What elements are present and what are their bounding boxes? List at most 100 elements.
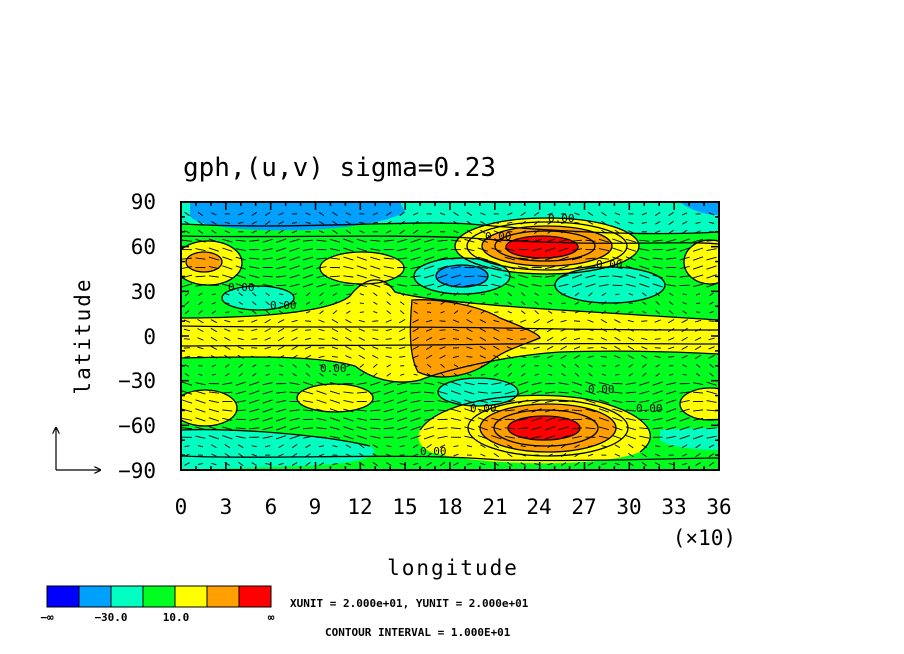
wind-vector	[370, 409, 381, 412]
wind-vector	[493, 337, 500, 341]
wind-vector	[655, 310, 661, 315]
wind-vector	[262, 417, 273, 422]
field-sw-yellow	[181, 390, 237, 426]
wind-vector	[668, 229, 674, 234]
wind-vector	[706, 409, 717, 412]
wind-vector	[304, 329, 312, 331]
wind-vector	[426, 444, 432, 449]
wind-vector	[224, 328, 231, 332]
wind-vector	[385, 328, 392, 332]
wind-vector	[197, 463, 204, 465]
wind-vector	[531, 238, 542, 243]
wind-vector	[625, 256, 636, 261]
wind-vector	[222, 417, 233, 421]
wind-vector	[573, 320, 581, 322]
wind-vector	[237, 337, 244, 341]
wind-vector	[655, 372, 660, 377]
wind-vector	[681, 327, 688, 333]
wind-vector	[249, 408, 260, 413]
wind-vector	[558, 247, 569, 252]
wind-vector	[210, 327, 218, 333]
wind-vector	[666, 275, 677, 278]
wind-vector	[410, 426, 421, 431]
wind-vector	[346, 373, 351, 376]
wind-vector	[225, 373, 230, 377]
contour-label: 0.00	[270, 299, 297, 312]
wind-vector	[262, 399, 273, 404]
wind-vector	[558, 409, 569, 412]
wind-vector	[544, 435, 556, 440]
wind-vector	[211, 373, 216, 376]
colorbar-labels: −∞ −30.0 10.0 ∞	[40, 611, 274, 624]
wind-vector	[316, 408, 327, 413]
wind-vector	[386, 445, 392, 448]
wind-vector	[668, 310, 674, 315]
wind-vector	[450, 283, 462, 288]
wind-vector	[464, 408, 475, 413]
wind-vector	[520, 328, 527, 332]
wind-vector	[682, 310, 687, 314]
wind-vector	[412, 453, 419, 457]
wind-vector	[534, 292, 539, 296]
wind-vector	[329, 426, 341, 431]
wind-vector	[302, 400, 314, 403]
wind-vector	[305, 212, 311, 216]
wind-vector	[493, 230, 499, 234]
wind-vector	[491, 382, 502, 386]
wind-vector	[262, 275, 273, 278]
wind-vector	[533, 337, 540, 341]
wind-vector	[370, 239, 381, 242]
wind-vector	[264, 356, 271, 358]
contour-label: 0.00	[228, 281, 255, 294]
wind-vector	[708, 221, 715, 224]
wind-vector	[412, 319, 419, 324]
wind-vector	[706, 256, 717, 261]
wind-vector	[197, 229, 204, 234]
wind-vector	[386, 364, 391, 368]
wind-vector	[668, 301, 674, 306]
wind-vector	[560, 444, 567, 449]
plot-area	[181, 202, 719, 470]
wind-vector	[520, 355, 527, 358]
wind-vector	[264, 229, 271, 234]
wind-vector	[237, 354, 244, 359]
wind-vector	[329, 382, 341, 386]
wind-vector	[612, 399, 623, 404]
wind-vector	[585, 399, 596, 404]
wind-vector	[666, 390, 677, 395]
wind-vector	[343, 408, 354, 413]
wind-vector	[210, 319, 218, 324]
x-tick-label: 12	[347, 495, 372, 519]
wind-vector	[504, 239, 515, 242]
colorbar-label: 10.0	[163, 611, 190, 624]
y-tick-label: −90	[118, 459, 156, 483]
wind-vector	[237, 346, 244, 350]
wind-vector	[641, 372, 647, 377]
wind-vector	[397, 257, 408, 260]
wind-vector	[397, 399, 408, 404]
wind-vector	[304, 320, 312, 322]
wind-vector	[316, 427, 327, 430]
wind-vector	[208, 265, 219, 270]
wind-vector	[598, 284, 610, 287]
wind-vector	[356, 382, 367, 386]
wind-vector	[316, 266, 327, 269]
wind-vector	[531, 399, 542, 404]
wind-vector	[265, 445, 271, 448]
wind-vector	[534, 463, 540, 465]
wind-vector	[332, 220, 338, 225]
contour-label: 0.00	[485, 230, 512, 243]
y-tick-labels: 90 60 30 0 −30 −60 −90	[118, 190, 156, 483]
wind-vector	[343, 426, 354, 431]
wind-vector	[208, 256, 220, 261]
wind-vector	[520, 372, 526, 377]
wind-vector	[359, 373, 365, 377]
wind-vector	[491, 391, 502, 394]
wind-vector	[197, 346, 204, 350]
wind-vector	[464, 417, 475, 422]
wind-vector	[184, 364, 190, 368]
wind-vector	[238, 212, 244, 216]
contour-lines	[181, 217, 719, 462]
x-scale-note: (×10)	[673, 526, 736, 550]
wind-vector	[410, 238, 421, 243]
